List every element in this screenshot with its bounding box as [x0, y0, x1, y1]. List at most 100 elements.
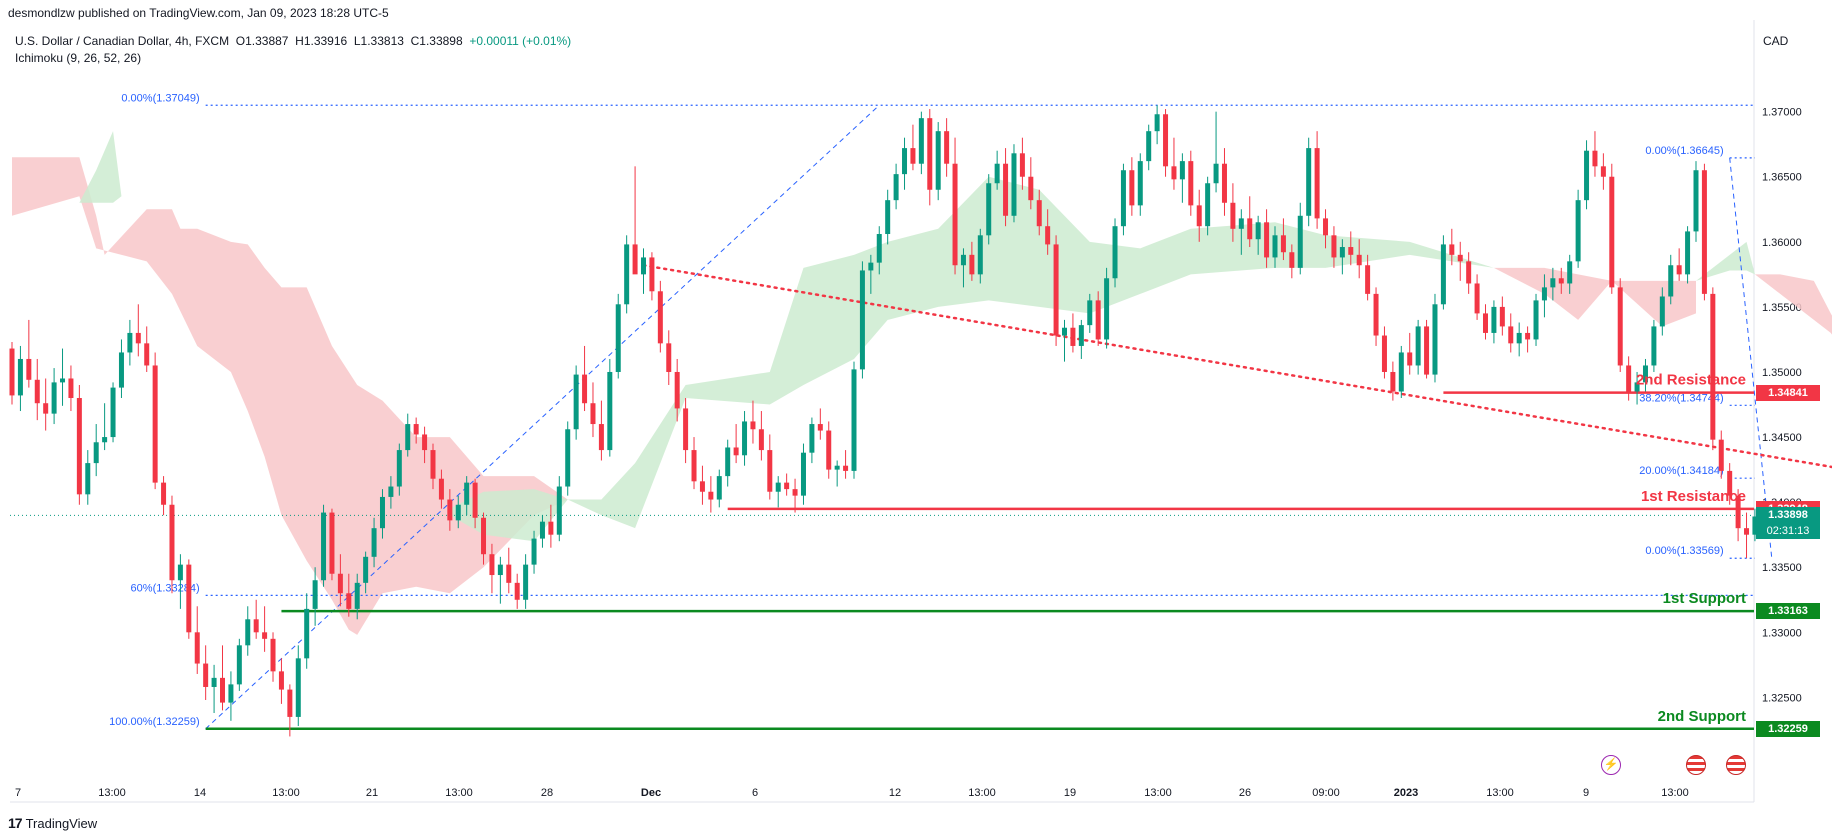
candle-up — [455, 504, 461, 521]
candle-down — [152, 365, 158, 483]
candle-up — [1297, 215, 1303, 268]
x-tick-label: 19 — [1064, 787, 1076, 799]
candle-up — [93, 442, 99, 464]
candle-down — [1744, 528, 1750, 535]
candle-down — [9, 348, 15, 396]
candle-down — [203, 663, 209, 687]
candle-up — [51, 382, 57, 414]
y-tick-label: 1.36500 — [1762, 172, 1802, 184]
candle-down — [1264, 222, 1270, 258]
candle-up — [893, 174, 899, 201]
candle-down — [1019, 153, 1025, 177]
candle-up — [85, 463, 91, 495]
candle-up — [859, 270, 865, 370]
candle-up — [388, 486, 394, 497]
candle-up — [918, 118, 924, 164]
y-tick-label: 1.35500 — [1762, 302, 1802, 314]
candle-up — [1432, 304, 1438, 375]
candle-down — [691, 450, 697, 482]
candle-down — [287, 689, 293, 717]
candle-up — [1272, 235, 1278, 258]
candle-down — [649, 257, 655, 292]
candle-up — [177, 564, 183, 581]
candle-down — [708, 491, 714, 500]
us-flag-event-icon[interactable] — [1726, 755, 1746, 775]
candle-down — [438, 478, 444, 500]
ohlc-open: O1.33887 — [235, 34, 289, 48]
fib-level-label: 0.00%(1.37049) — [121, 92, 199, 104]
candle-down — [278, 671, 284, 690]
candle-down — [1727, 470, 1733, 496]
candle-up — [102, 437, 108, 443]
candle-up — [60, 378, 66, 383]
candle-down — [1028, 176, 1034, 201]
candle-up — [1011, 153, 1017, 216]
fib-level-label: 60%(1.33284) — [131, 582, 200, 594]
candle-up — [725, 447, 731, 477]
fib-level-label: 0.00%(1.36645) — [1645, 145, 1723, 157]
fib-diagonal — [1729, 157, 1773, 559]
tradingview-logo[interactable]: 17 TradingView — [8, 815, 97, 831]
candle-up — [1693, 170, 1699, 232]
cloud-bearish — [1754, 274, 1832, 335]
x-tick-label: 13:00 — [272, 787, 300, 799]
candle-down — [1483, 313, 1488, 333]
candle-down — [1407, 352, 1413, 366]
indicator-legend[interactable]: Ichimoku (9, 26, 52, 26) — [15, 51, 142, 65]
candle-down — [826, 430, 832, 470]
candle-up — [1120, 170, 1126, 227]
candle-down — [1390, 371, 1396, 392]
candle-down — [1003, 163, 1009, 216]
candle-up — [1179, 161, 1185, 180]
candle-up — [1146, 131, 1152, 162]
y-tick-label: 1.33500 — [1762, 562, 1802, 574]
symbol-legend[interactable]: U.S. Dollar / Canadian Dollar, 4h, FXCM … — [15, 34, 571, 48]
candle-down — [1457, 254, 1463, 262]
candle-down — [1314, 148, 1320, 219]
candle-down — [969, 254, 975, 275]
descending-trendline — [642, 263, 1832, 469]
candle-up — [556, 486, 562, 535]
candle-up — [1533, 300, 1539, 340]
candle-up — [497, 564, 503, 576]
candle-up — [245, 619, 251, 646]
candle-down — [481, 517, 487, 555]
candle-down — [1701, 170, 1707, 294]
ohlc-change: +0.00011 (+0.01%) — [469, 34, 572, 48]
candle-up — [935, 131, 941, 190]
candle-up — [1104, 278, 1110, 340]
candle-up — [800, 452, 806, 496]
cloud-bearish — [12, 157, 568, 635]
candle-down — [329, 512, 335, 574]
lightning-event-icon[interactable]: ⚡ — [1601, 755, 1621, 775]
candle-up — [379, 496, 385, 529]
candle-up — [1205, 183, 1211, 227]
candle-down — [1676, 265, 1682, 275]
candle-up — [624, 244, 630, 305]
candle-up — [742, 421, 748, 456]
candle-up — [17, 358, 23, 396]
candle-up — [1137, 161, 1143, 206]
candle-up — [994, 163, 1000, 184]
cloud-bearish — [1611, 280, 1696, 327]
candle-down — [1331, 235, 1337, 258]
x-tick-label: 6 — [752, 787, 758, 799]
resistance-label: 1st Resistance — [1641, 488, 1746, 505]
candle-down — [792, 489, 798, 496]
candle-down — [910, 148, 916, 164]
candle-down — [1289, 252, 1295, 268]
ichimoku-cloud — [12, 131, 1832, 635]
candle-up — [1668, 265, 1674, 297]
candle-down — [944, 131, 950, 164]
candle-down — [1600, 166, 1606, 177]
us-flag-event-icon[interactable] — [1686, 755, 1706, 775]
candle-up — [1078, 325, 1084, 346]
candle-up — [295, 658, 301, 717]
candle-down — [1592, 150, 1598, 167]
fib-level-label: 38.20%(1.34744) — [1639, 392, 1723, 404]
candle-down — [514, 582, 520, 600]
symbol-title: U.S. Dollar / Canadian Dollar, 4h, FXCM — [15, 34, 230, 48]
candle-down — [1373, 293, 1379, 336]
x-tick-label: 9 — [1583, 787, 1589, 799]
